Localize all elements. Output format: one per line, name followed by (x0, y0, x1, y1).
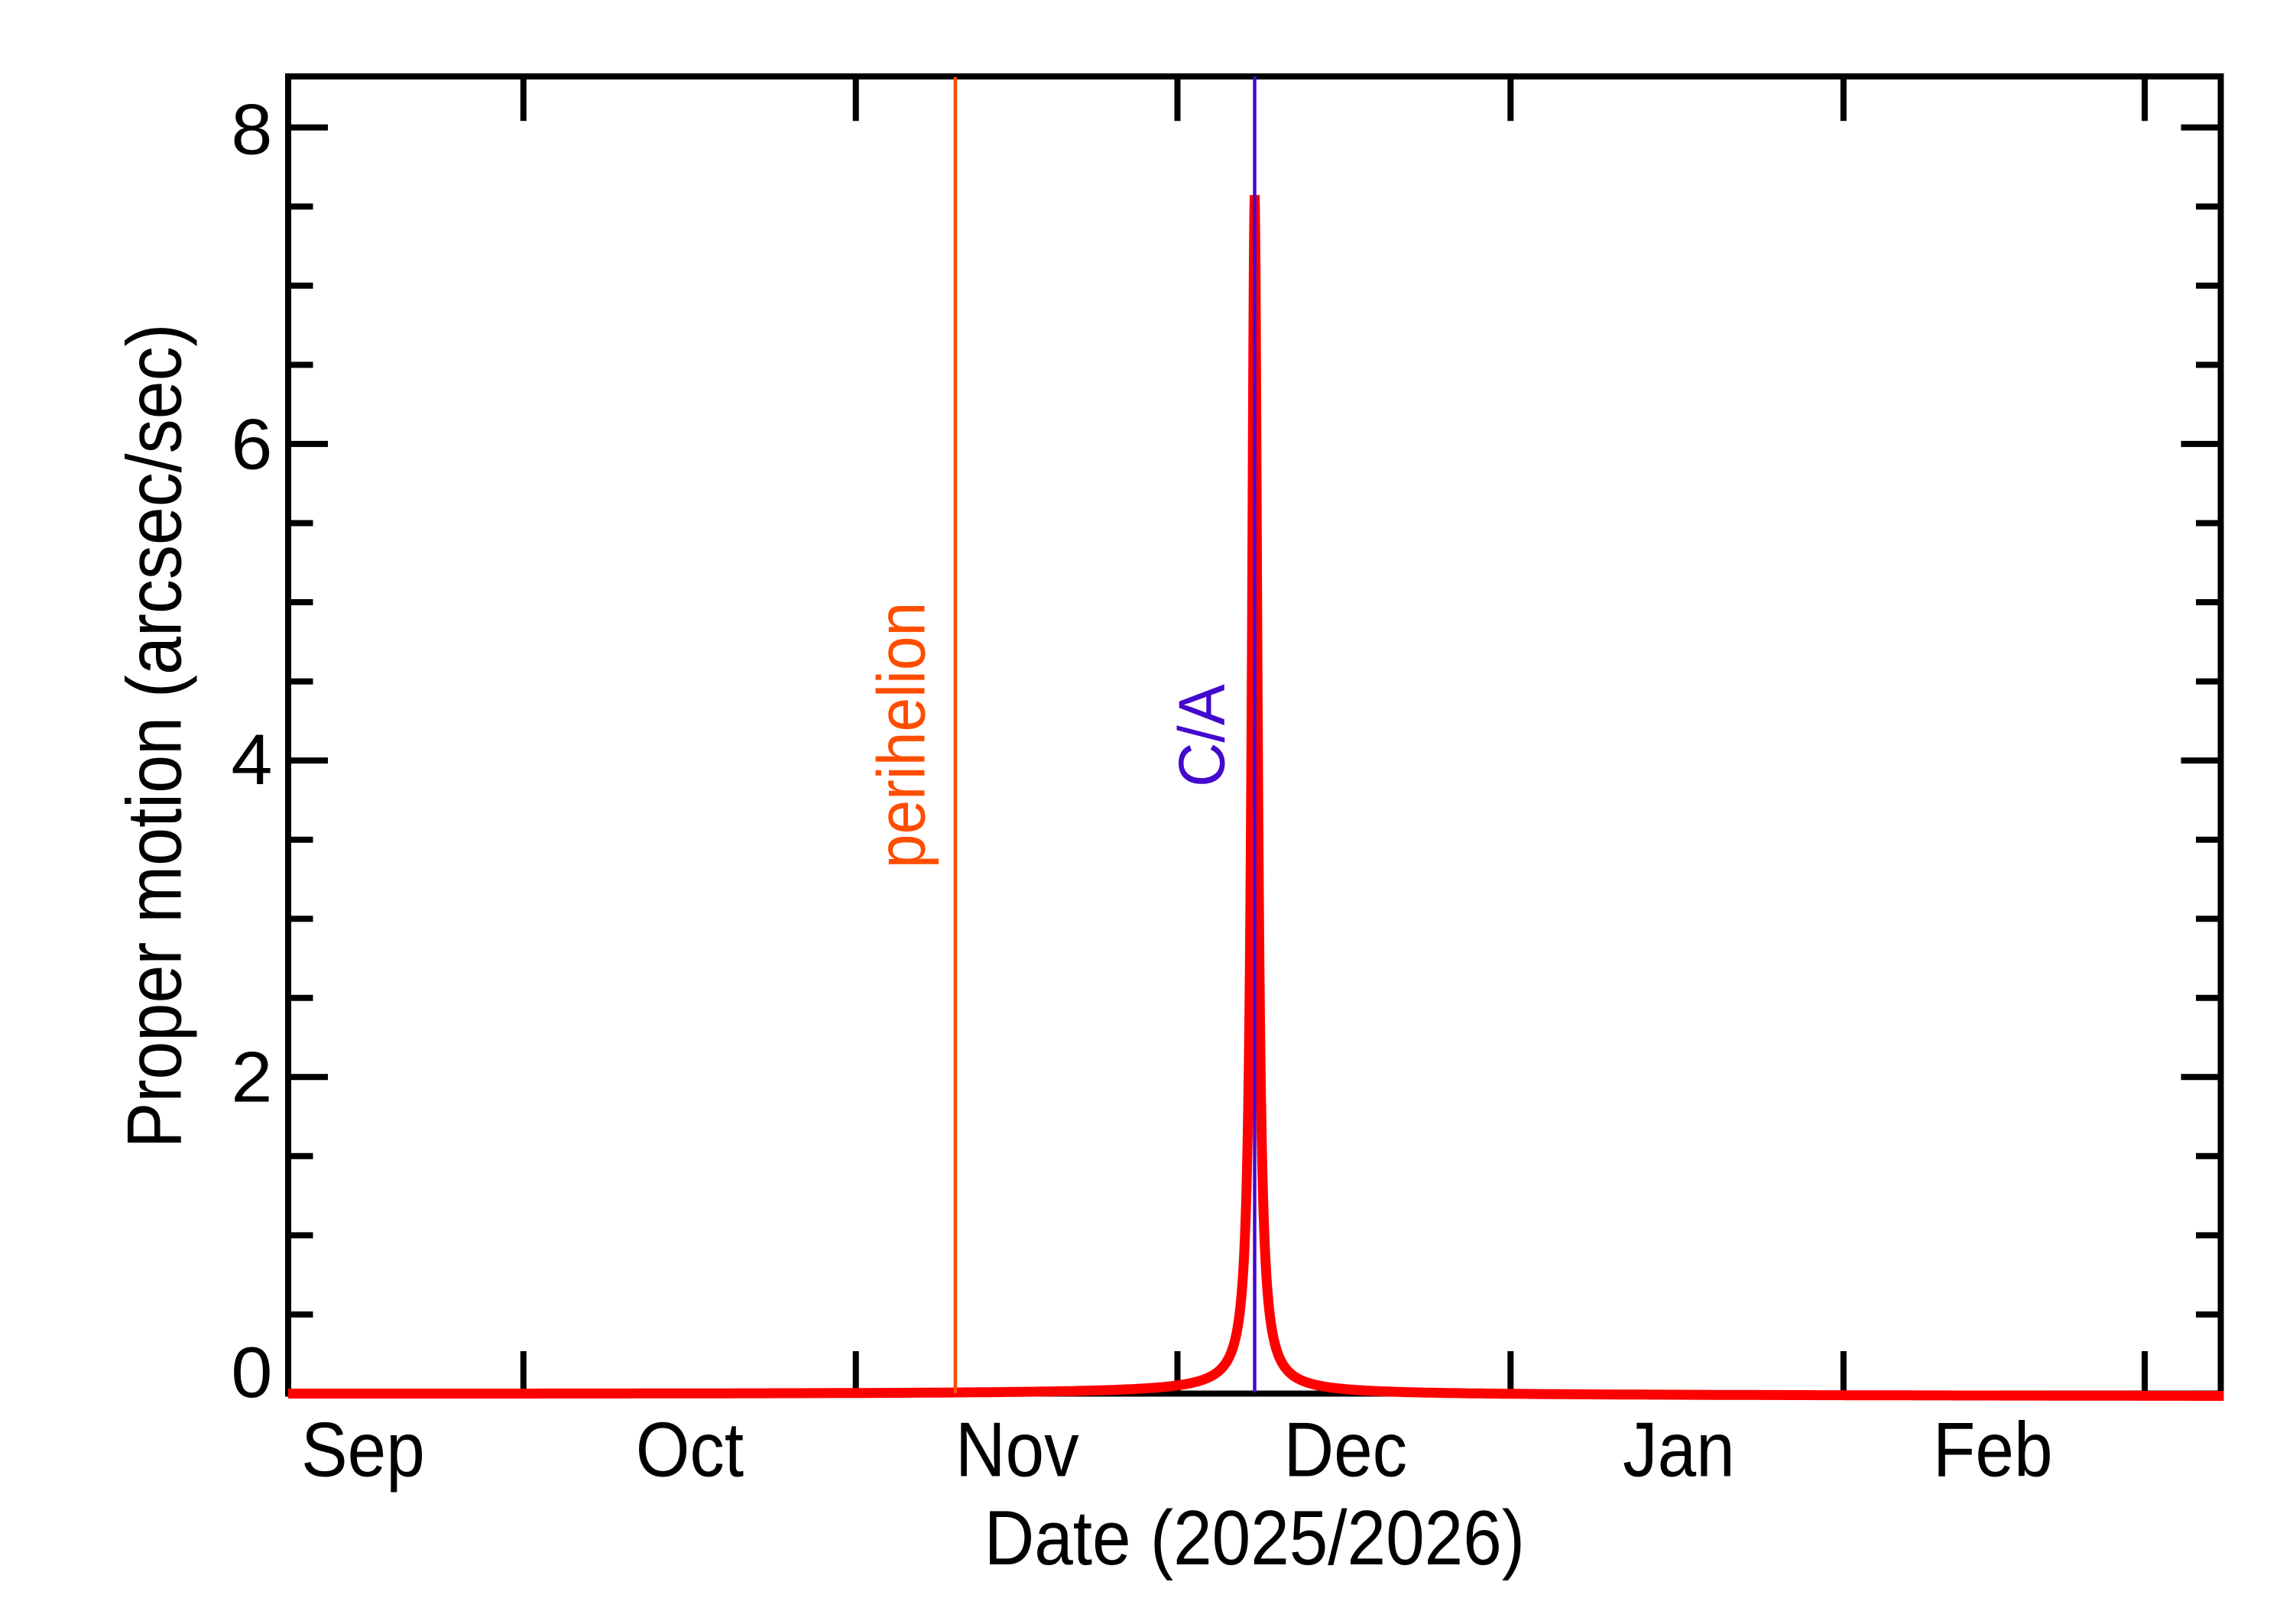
svg-text:Oct: Oct (636, 1407, 744, 1493)
svg-text:6: 6 (231, 404, 272, 485)
svg-text:perihelion: perihelion (864, 602, 939, 868)
svg-text:Proper motion (arcsec/sec): Proper motion (arcsec/sec) (112, 324, 198, 1149)
svg-text:Jan: Jan (1623, 1407, 1735, 1493)
svg-text:8: 8 (231, 89, 272, 170)
svg-text:Date (2025/2026): Date (2025/2026) (984, 1495, 1525, 1580)
svg-text:4: 4 (231, 719, 272, 799)
svg-text:2: 2 (231, 1037, 272, 1117)
svg-text:Dec: Dec (1283, 1407, 1407, 1493)
svg-text:Feb: Feb (1933, 1407, 2053, 1493)
svg-text:C/A: C/A (1166, 684, 1238, 787)
svg-text:0: 0 (231, 1332, 272, 1412)
svg-text:Sep: Sep (301, 1407, 425, 1493)
svg-text:Nov: Nov (955, 1407, 1079, 1493)
